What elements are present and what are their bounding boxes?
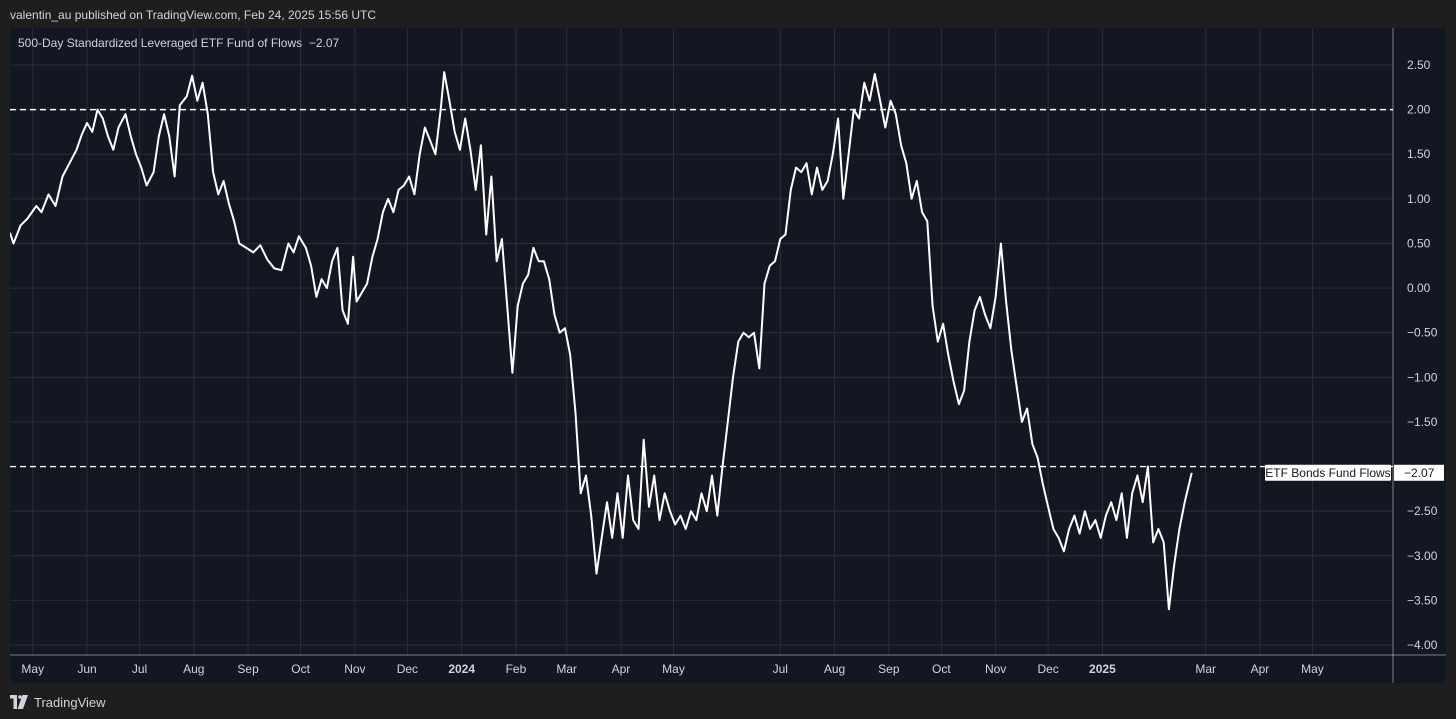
y-tick-label: −1.50 [1407,415,1438,429]
x-tick-label: Dec [397,662,418,676]
time-axis[interactable]: May Jun Jul Aug Sep Oct Nov Dec 2024 Feb Mar Apr May… [21,662,1323,676]
series-line[interactable] [10,71,1193,611]
last-value-tag-text: −2.07 [1404,466,1435,480]
series-name-tag-bg [1265,464,1391,481]
x-tick-label: Sep [237,662,259,676]
y-tick-label: −0.50 [1407,326,1438,340]
y-tick-label: 2.50 [1407,58,1431,72]
x-tick-label: Dec [1037,662,1058,676]
series-layer [10,71,1193,611]
last-value-markers: ETF Bonds Fund Flows −2.07 [1265,464,1444,481]
x-tick-label: Jul [132,662,147,676]
indicator-last-value: −2.07 [308,36,340,50]
x-tick-label: Mar [556,662,577,676]
x-tick-label: May [662,662,685,676]
x-tick-label: Aug [824,662,845,676]
x-tick-label: May [1301,662,1324,676]
last-value-tag: −2.07 [1394,464,1444,481]
price-axis[interactable]: 2.50 2.00 1.50 1.00 0.50 0.00 −0.50 −1.00 −1.50 −… [1407,58,1438,652]
reference-lines [10,108,1393,468]
x-tick-label: Jul [773,662,788,676]
chart-canvas[interactable]: 2.50 2.00 1.50 1.00 0.50 0.00 −0.50 −1.00 −1.50 −… [10,28,1446,683]
y-tick-label: 2.00 [1407,103,1431,117]
y-tick-label: −3.50 [1407,593,1438,607]
y-tick-label: −2.50 [1407,504,1438,518]
x-tick-label: Apr [612,662,631,676]
y-tick-label: 0.00 [1407,281,1431,295]
x-tick-label: Apr [1251,662,1270,676]
indicator-legend[interactable]: 500-Day Standardized Leveraged ETF Fund … [18,36,339,50]
grid-lines [10,28,1393,655]
chart-panel[interactable]: 2.50 2.00 1.50 1.00 0.50 0.00 −0.50 −1.00 −1.50 −… [10,28,1446,683]
brand-name: TradingView [34,694,106,710]
x-tick-label: 2025 [1089,662,1116,676]
x-tick-label: Nov [344,662,365,676]
x-tick-label: May [21,662,44,676]
indicator-title: 500-Day Standardized Leveraged ETF Fund … [18,36,303,50]
x-tick-label: Feb [506,662,527,676]
y-tick-label: −4.00 [1407,638,1438,652]
x-tick-label: Jun [77,662,96,676]
last-value-tag-bg [1394,464,1444,481]
y-tick-label: 0.50 [1407,236,1431,250]
series-name-tag: ETF Bonds Fund Flows [1265,464,1391,481]
tradingview-logo-icon [10,695,28,709]
x-tick-label: Oct [932,662,951,676]
x-tick-label: Aug [183,662,204,676]
x-tick-label: Oct [291,662,310,676]
y-tick-label: 1.00 [1407,192,1431,206]
x-tick-label: Sep [878,662,900,676]
x-tick-label: Nov [985,662,1006,676]
footer: TradingView [10,692,106,712]
x-tick-label: Mar [1195,662,1216,676]
y-tick-label: −1.00 [1407,370,1438,384]
publication-attribution: valentin_au published on TradingView.com… [10,8,377,22]
series-name-tag-text: ETF Bonds Fund Flows [1265,466,1390,480]
y-tick-label: 1.50 [1407,147,1431,161]
x-tick-label: 2024 [448,662,475,676]
y-tick-label: −3.00 [1407,549,1438,563]
